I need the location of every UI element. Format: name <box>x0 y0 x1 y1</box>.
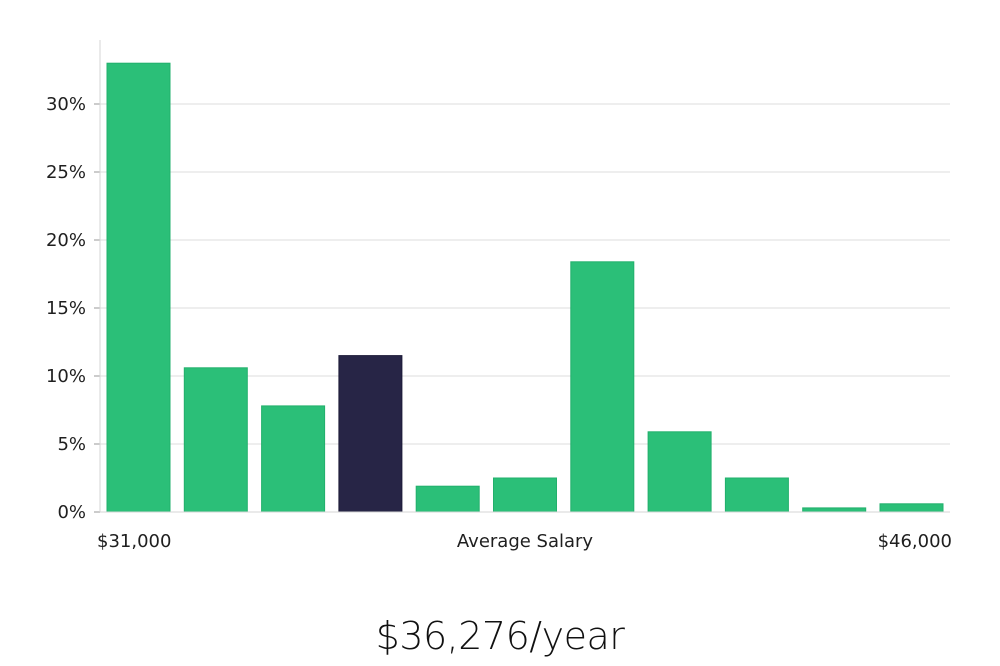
bars <box>106 62 944 513</box>
bar <box>415 485 480 513</box>
salary-histogram-chart: 0% 5% 10% 15% 20% 25% 30% $31,000 Average Sala… <box>46 40 952 552</box>
bar <box>647 431 712 513</box>
bar <box>183 367 248 513</box>
y-tick-label: 15% <box>46 298 86 319</box>
bar <box>570 261 635 513</box>
axes <box>94 40 950 513</box>
bar <box>106 62 171 513</box>
y-tick-label: 5% <box>57 434 86 455</box>
y-tick-labels: 0% 5% 10% 15% 20% 25% 30% <box>46 94 86 523</box>
y-tick-label: 0% <box>57 502 86 523</box>
bar <box>724 477 789 513</box>
average-salary-value: $36,276/year <box>375 614 625 658</box>
bar <box>261 405 326 513</box>
y-tick-label: 25% <box>46 162 86 183</box>
x-max-label: $46,000 <box>878 531 952 552</box>
x-axis-title: Average Salary <box>457 531 594 552</box>
x-min-label: $31,000 <box>97 531 171 552</box>
bar-highlighted <box>338 355 403 513</box>
y-tick-label: 10% <box>46 366 86 387</box>
bar <box>879 503 944 513</box>
y-tick-label: 20% <box>46 230 86 251</box>
y-tick-label: 30% <box>46 94 86 115</box>
bar <box>493 477 557 513</box>
bar <box>802 507 867 513</box>
